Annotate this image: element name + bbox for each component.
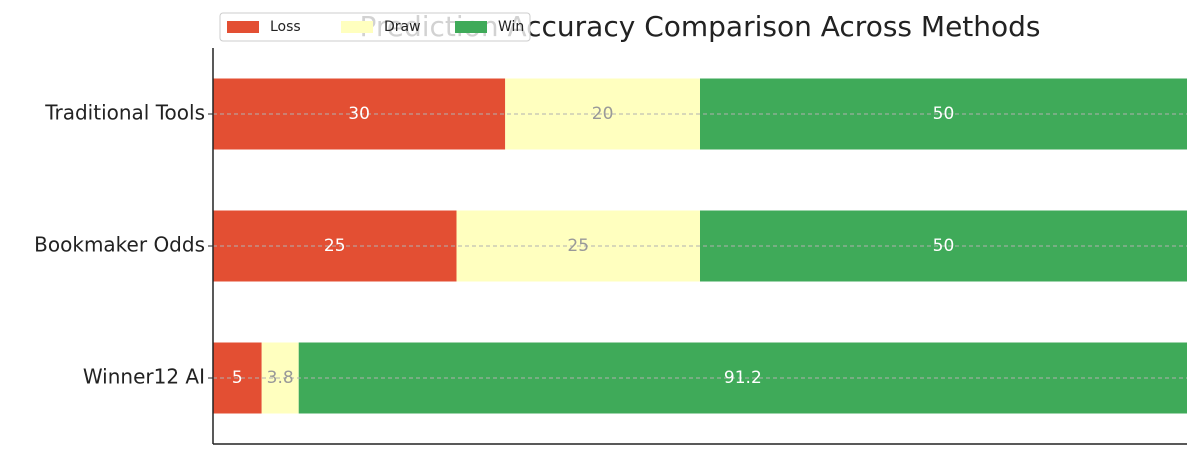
value-label: 3.8 [267, 368, 294, 388]
y-tick-label: Winner12 AI [83, 365, 205, 389]
value-label: 50 [933, 236, 955, 256]
legend-swatch [455, 21, 487, 33]
value-label: 5 [232, 368, 243, 388]
y-tick-label: Bookmaker Odds [34, 233, 205, 257]
y-tick-label: Traditional Tools [44, 101, 205, 125]
legend: Loss Draw Win [219, 12, 531, 42]
legend-label: Loss [270, 19, 301, 35]
bar-segment [213, 78, 506, 150]
legend-label: Win [498, 19, 524, 35]
value-label: 91.2 [724, 368, 762, 388]
value-label: 50 [933, 104, 955, 124]
value-label: 25 [324, 236, 346, 256]
legend-box [219, 12, 531, 42]
legend-label: Draw [384, 19, 421, 35]
legend-swatch [341, 21, 373, 33]
value-label: 25 [567, 236, 589, 256]
value-label: 30 [348, 104, 370, 124]
value-label: 20 [592, 104, 614, 124]
legend-swatch [227, 21, 259, 33]
